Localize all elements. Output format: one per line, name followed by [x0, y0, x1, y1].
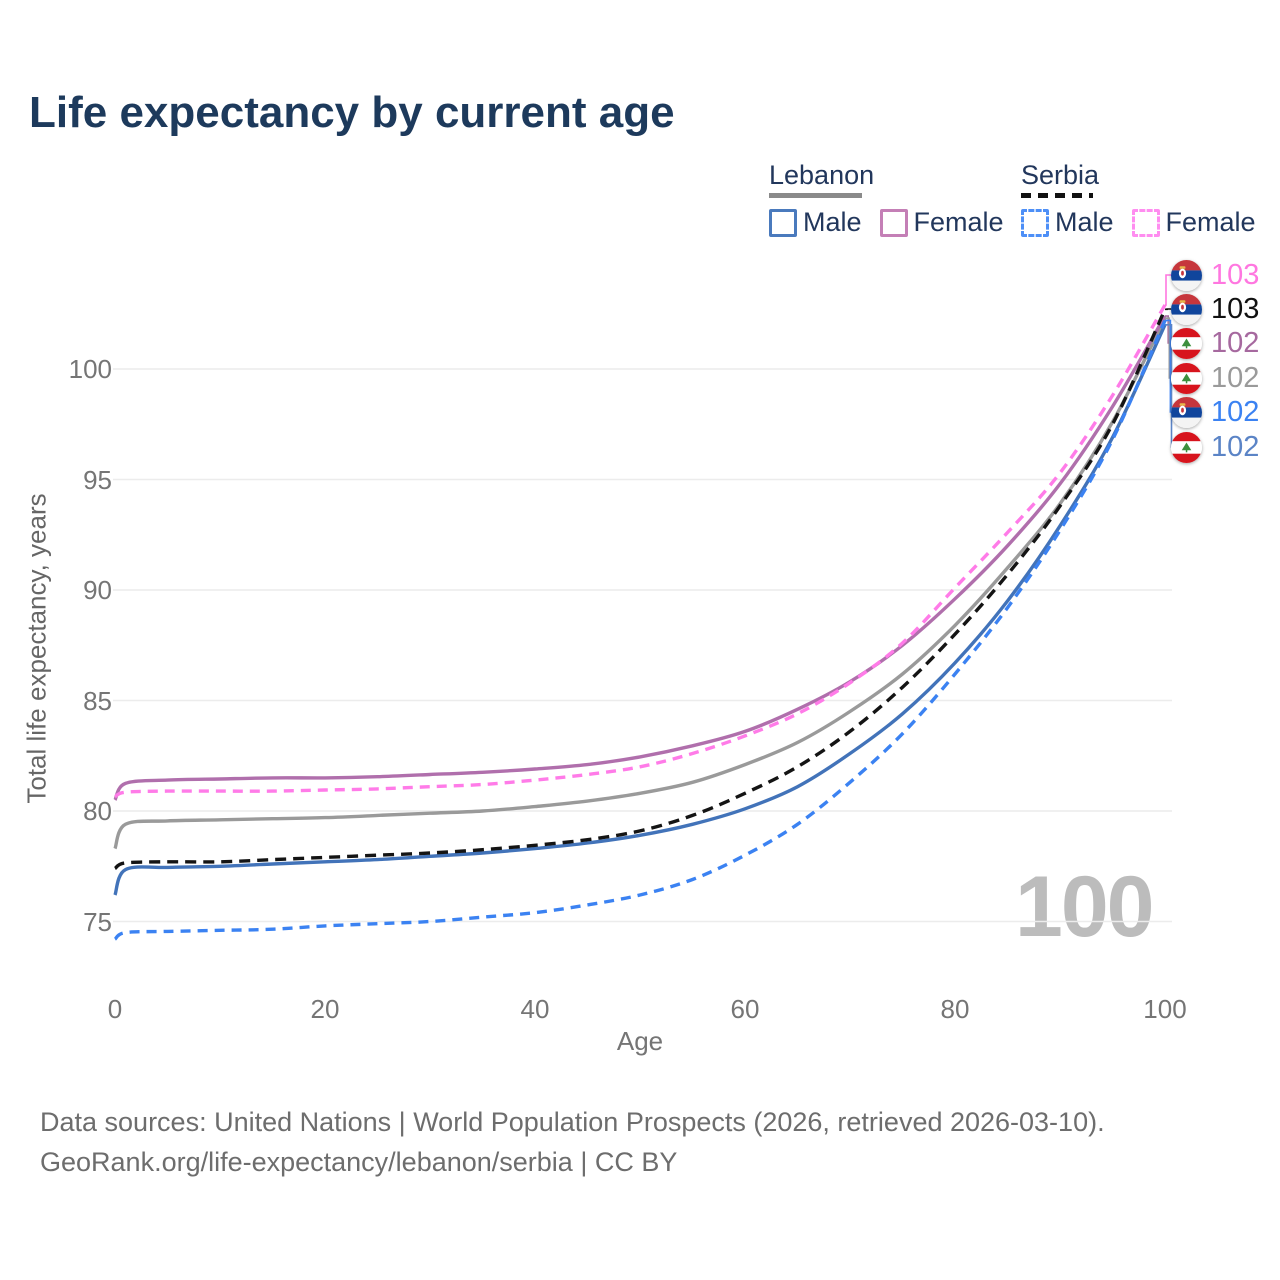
serbia_female-end-label: 103	[1171, 259, 1259, 292]
y-tick-label: 90	[83, 575, 112, 605]
y-tick-label: 95	[83, 464, 112, 495]
lebanon_female-line	[113, 315, 1167, 801]
y-axis-title: Total life expectancy, years	[21, 493, 52, 804]
x-tick-label: 80	[940, 994, 970, 1024]
lebanon_female-end-label: 102	[1171, 327, 1259, 360]
x-tick-label: 60	[730, 994, 760, 1024]
end-value-label: 102	[1211, 327, 1260, 359]
end-value-label: 102	[1211, 396, 1260, 428]
current-age-watermark: 100	[1015, 859, 1155, 955]
lebanon_all-end-label: 102	[1171, 362, 1259, 395]
y-tick-label: 100	[68, 354, 112, 384]
serbia_all-line	[113, 308, 1167, 870]
lebanon-flag-icon	[1171, 328, 1202, 359]
serbia_male-end-label: 102	[1171, 396, 1259, 429]
legend-country-serbia: Serbia	[1021, 160, 1100, 190]
legend-item-label: Female	[1165, 207, 1256, 237]
lebanon-female-swatch-icon	[879, 208, 908, 237]
x-tick-label: 0	[107, 994, 123, 1024]
legend-item-lebanon-female[interactable]: Female	[879, 207, 1004, 238]
end-value-label: 103	[1211, 293, 1260, 325]
legend-underline-serbia	[1021, 193, 1093, 198]
serbia_all-end-label: 103	[1171, 293, 1259, 326]
serbia_female-leader-line	[1165, 274, 1172, 306]
legend-item-label: Male	[803, 207, 862, 237]
serbia-flag-icon	[1171, 397, 1202, 428]
legend-group-serbia: Serbia Male Female	[1021, 160, 1256, 238]
lebanon_all-line	[113, 317, 1167, 850]
serbia-flag-icon	[1171, 294, 1202, 325]
legend-item-serbia-male[interactable]: Male	[1021, 207, 1114, 238]
legend-underline-lebanon	[769, 193, 862, 198]
serbia_female-line	[114, 304, 1167, 799]
end-value-label: 103	[1211, 259, 1260, 291]
serbia-flag-icon	[1171, 260, 1202, 291]
end-value-label: 102	[1211, 431, 1260, 463]
legend-group-lebanon: Lebanon Male Female	[769, 160, 1004, 238]
legend-item-serbia-female[interactable]: Female	[1131, 207, 1256, 238]
serbia-female-swatch-icon	[1131, 208, 1160, 237]
y-tick-label: 85	[83, 685, 112, 716]
lebanon-male-swatch-icon	[769, 208, 797, 237]
end-value-label: 102	[1211, 362, 1260, 394]
lebanon-flag-icon	[1171, 363, 1202, 394]
legend-country-lebanon: Lebanon	[769, 160, 875, 190]
lebanon_male-line	[113, 324, 1167, 896]
legend-item-label: Male	[1055, 207, 1114, 237]
data-sources-text: Data sources: United Nations | World Pop…	[40, 1107, 1105, 1137]
lebanon_male-end-label: 102	[1171, 431, 1259, 464]
serbia_male-line	[113, 319, 1167, 941]
y-tick-label: 75	[83, 906, 112, 937]
legend-item-lebanon-male[interactable]: Male	[769, 207, 862, 238]
x-tick-label: 20	[310, 994, 340, 1024]
page-title: Life expectancy by current age	[29, 88, 675, 137]
x-tick-label: 100	[1143, 994, 1187, 1024]
source-url-text: GeoRank.org/life-expectancy/lebanon/serb…	[40, 1147, 678, 1177]
y-tick-label: 80	[83, 796, 112, 826]
serbia-male-swatch-icon	[1021, 208, 1049, 237]
lebanon-flag-icon	[1171, 432, 1202, 463]
x-tick-label: 40	[520, 994, 550, 1024]
x-axis-title: Age	[616, 1026, 664, 1056]
legend-item-label: Female	[913, 207, 1004, 237]
